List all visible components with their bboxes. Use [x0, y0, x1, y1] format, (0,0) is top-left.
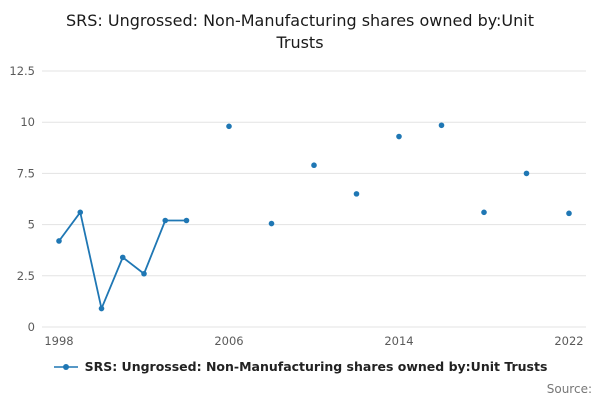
chart-title: SRS: Ungrossed: Non-Manufacturing shares… — [66, 11, 534, 52]
line-chart-plot-area: 0 2.5 5 7.5 10 12.5 1998 2006 2014 2022 — [9, 64, 586, 348]
data-point — [396, 133, 402, 140]
data-point — [566, 210, 572, 217]
data-point — [77, 209, 84, 216]
y-tick-label: 2.5 — [17, 269, 35, 283]
y-tick-label: 7.5 — [17, 167, 35, 181]
y-tick-label: 10 — [20, 115, 35, 129]
y-tick-label: 5 — [28, 218, 35, 232]
source-label: Source: — [546, 382, 592, 396]
x-tick-label: 2014 — [384, 334, 413, 348]
data-point — [268, 220, 275, 227]
y-tick-label: 0 — [28, 320, 35, 334]
data-point — [226, 123, 232, 130]
data-point — [98, 305, 105, 312]
data-point — [438, 122, 445, 129]
data-point — [141, 271, 147, 277]
data-point — [353, 191, 360, 197]
x-tick-label: 2022 — [554, 334, 583, 348]
data-point — [119, 254, 126, 261]
data-point — [523, 170, 530, 177]
data-point — [481, 209, 487, 216]
y-tick-label: 12.5 — [9, 64, 35, 78]
legend-label: SRS: Ungrossed: Non-Manufacturing shares… — [84, 359, 548, 375]
legend-line-marker-icon — [53, 363, 78, 370]
data-point — [183, 217, 190, 224]
data-point — [162, 217, 169, 224]
legend-item[interactable]: SRS: Ungrossed: Non-Manufacturing shares… — [0, 359, 600, 374]
data-point — [311, 162, 317, 169]
data-point — [56, 238, 62, 244]
x-tick-label: 1998 — [44, 334, 73, 348]
x-tick-label: 2006 — [214, 334, 243, 348]
series-line — [58, 211, 187, 310]
